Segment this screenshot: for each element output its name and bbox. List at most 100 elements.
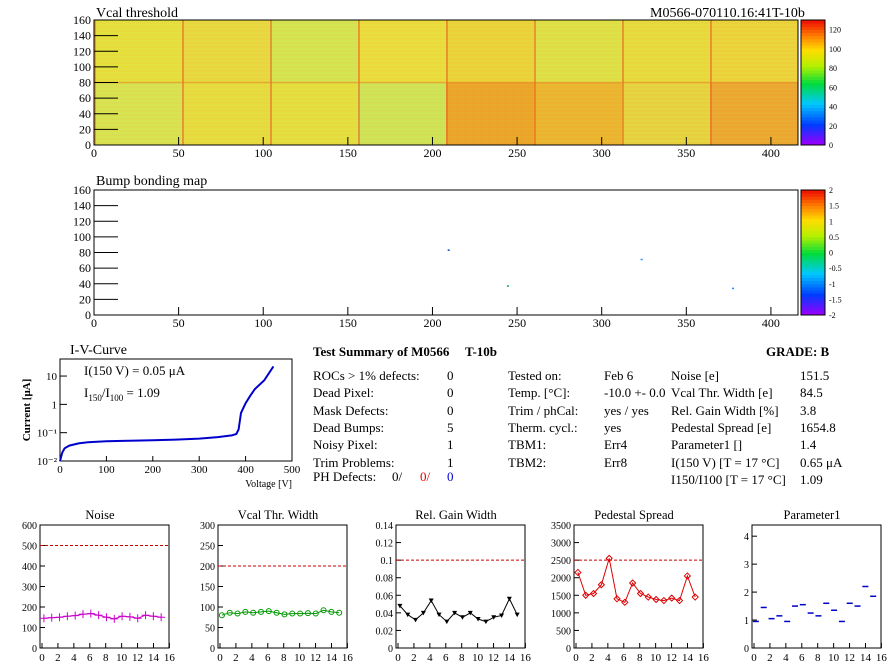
series-line — [399, 597, 518, 623]
result-row-value: 1.4 — [800, 437, 817, 453]
y-tick-label: 20 — [79, 292, 91, 306]
series-line — [221, 609, 340, 616]
palette-band — [801, 296, 825, 300]
defect-row-label: ROCs > 1% defects: — [313, 368, 420, 383]
chip-edge — [182, 20, 184, 83]
y-tick-label: 60 — [79, 261, 91, 275]
x-tick-label: 16 — [342, 652, 354, 664]
condition-row-value: -10.0 +- 0.0 — [604, 385, 666, 401]
data-point — [483, 619, 489, 625]
defect-row-label: Mask Defects: — [313, 402, 389, 418]
x-tick-label: 0 — [751, 652, 757, 664]
small-plot-title: Vcal Thr. Width — [237, 508, 319, 522]
chip-edge — [534, 82, 536, 145]
palette-band — [801, 202, 825, 207]
palette-band — [801, 63, 825, 68]
iv-curve-title: I-V-Curve — [70, 343, 128, 358]
y-tick-label: 250 — [200, 542, 215, 553]
palette-tick-label: -0.5 — [829, 264, 842, 273]
data-point — [683, 572, 692, 580]
palette-band — [801, 45, 825, 49]
chip-edge — [358, 20, 360, 83]
data-point — [452, 610, 458, 616]
palette-band — [801, 274, 825, 278]
data-point — [226, 609, 233, 616]
palette-band — [801, 135, 825, 140]
palette-band — [801, 116, 825, 121]
palette-tick-label: 120 — [829, 26, 841, 35]
x-tick-label: 10 — [472, 652, 484, 664]
chip-texture — [446, 82, 534, 145]
palette-band — [801, 227, 825, 232]
palette-band — [801, 98, 825, 102]
y-tick-label: 160 — [73, 183, 91, 197]
palette-band — [801, 129, 825, 133]
palette-band — [801, 299, 825, 303]
y-tick-label: 0 — [744, 644, 749, 655]
defect-row-value: 0 — [447, 368, 454, 383]
x-tick-label: 200 — [145, 464, 162, 476]
palette-band — [801, 221, 825, 225]
x-tick-label: 14 — [148, 652, 160, 664]
data-point — [491, 615, 497, 620]
y-tick-label: 120 — [73, 44, 91, 58]
y-tick-label: 200 — [22, 603, 37, 614]
iv-note-part: /I — [102, 385, 110, 400]
condition-row-label: TBM1: — [508, 437, 547, 453]
palette-band — [801, 283, 825, 288]
palette-band — [801, 126, 825, 130]
result-row-label: Pedestal Spread [e] — [671, 419, 772, 435]
palette-band — [801, 141, 825, 146]
x-tick-label: 4 — [783, 652, 789, 664]
y-tick-label: 0.1 — [381, 556, 394, 567]
data-point — [281, 611, 288, 618]
x-tick-label: 10 — [116, 652, 128, 664]
x-tick-label: 14 — [326, 652, 338, 664]
bump-bonding-map: 0 50 100 150 200 250 300 350 4000204060801001201… — [73, 183, 842, 330]
y-tick-label: 1000 — [551, 609, 571, 620]
iv-note-current: I(150 V) = 0.05 μA — [84, 363, 186, 378]
chip-edge — [622, 20, 624, 83]
bump-bonding-title: Bump bonding map — [96, 174, 208, 189]
condition-row-label: Temp. [°C]: — [508, 385, 571, 401]
x-tick-label: 6 — [87, 652, 93, 664]
chip-texture — [622, 20, 710, 83]
condition-row-label: Tested on: — [508, 368, 562, 383]
palette-band — [801, 302, 825, 307]
data-point — [467, 610, 473, 616]
chip-texture — [270, 82, 358, 145]
chip-texture — [182, 82, 270, 145]
x-tick-label: 0 — [91, 146, 97, 160]
palette-tick-label: 40 — [829, 103, 837, 112]
x-tick-label: 400 — [762, 146, 780, 160]
result-row-label: Rel. Gain Width [%] — [671, 402, 779, 418]
x-tick-label: 200 — [423, 146, 441, 160]
palette-band — [801, 308, 825, 313]
chip-edge — [270, 82, 272, 145]
y-tick-label: 600 — [22, 521, 37, 532]
palette-band — [801, 91, 825, 96]
palette-band — [801, 290, 825, 294]
result-row-label: Parameter1 [] — [671, 437, 743, 453]
y-tick-label: 0 — [85, 138, 91, 152]
data-point — [459, 615, 465, 620]
chip-texture — [358, 82, 446, 145]
palette-tick-label: 0 — [829, 249, 833, 258]
small-plot-title: Rel. Gain Width — [415, 508, 497, 522]
x-tick-label: 2 — [767, 652, 773, 664]
y-tick-label: 0.14 — [376, 521, 394, 532]
result-row-value: 1.09 — [800, 471, 823, 487]
iv-note-ratio: I150/I100 = 1.09 — [84, 385, 160, 403]
x-tick-label: 500 — [284, 464, 300, 476]
small-plot-title: Pedestal Spread — [594, 508, 674, 522]
palette-band — [801, 113, 825, 118]
y-tick-label: 10⁻² — [37, 456, 58, 468]
data-point — [444, 619, 450, 625]
palette-band — [801, 20, 825, 24]
palette-band — [801, 35, 825, 40]
palette-band — [801, 233, 825, 238]
ph-defects-value-1: 0/ — [392, 469, 403, 484]
x-tick-label: 0 — [57, 464, 63, 476]
y-tick-label: 0 — [210, 644, 215, 655]
x-tick-label: 12 — [666, 652, 677, 664]
